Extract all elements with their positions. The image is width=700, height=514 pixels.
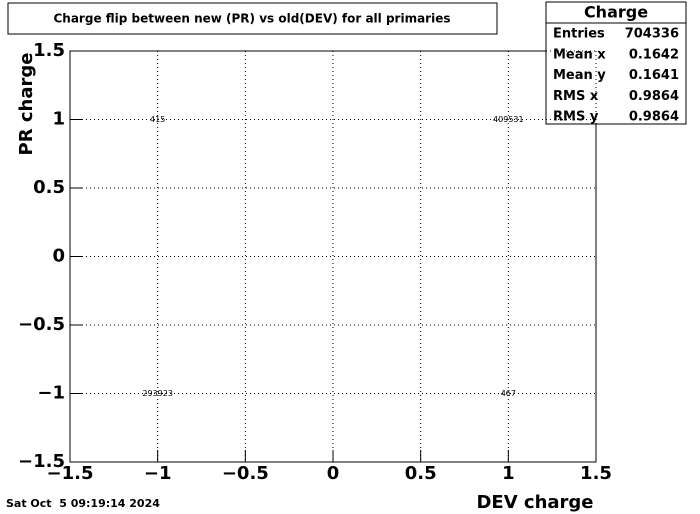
stats-value: 0.1642	[629, 47, 679, 62]
cell-value: 415	[150, 115, 165, 124]
y-tick-label: 0	[52, 246, 65, 267]
stats-value: 704336	[625, 27, 679, 42]
stats-label: Mean x	[553, 47, 606, 62]
y-tick-label: −1.5	[18, 451, 65, 472]
stats-value: 0.9864	[629, 110, 679, 125]
x-axis-title: DEV charge	[476, 492, 593, 513]
x-tick-label: 0.5	[405, 463, 437, 484]
stats-label: RMS x	[553, 89, 599, 104]
y-tick-label: −0.5	[18, 314, 65, 335]
cell-value: 409531	[493, 115, 524, 124]
stats-label: Entries	[553, 27, 605, 42]
y-tick-label: 0.5	[33, 177, 65, 198]
y-tick-label: 1.5	[33, 40, 65, 61]
timestamp: Sat Oct 5 09:19:14 2024	[6, 497, 160, 510]
stats-label: RMS y	[553, 110, 599, 125]
x-tick-label: −1.5	[47, 463, 94, 484]
cell-value: 467	[501, 389, 516, 398]
chart-title: Charge flip between new (PR) vs old(DEV)…	[53, 12, 450, 26]
y-axis-title: PR charge	[16, 53, 37, 156]
x-tick-label: −0.5	[222, 463, 269, 484]
cell-value: 293923	[142, 389, 173, 398]
stats-box: Charge	[545, 1, 687, 125]
x-tick-label: 1	[502, 463, 515, 484]
stats-frame	[545, 1, 687, 125]
stats-value: 0.9864	[629, 89, 679, 104]
y-tick-label: 1	[52, 109, 65, 130]
x-tick-label: 1.5	[580, 463, 612, 484]
title-box	[7, 2, 498, 35]
stats-title: Charge	[584, 3, 648, 22]
stats-label: Mean y	[553, 68, 606, 83]
x-tick-label: −1	[144, 463, 172, 484]
y-tick-label: −1	[37, 383, 65, 404]
x-tick-label: 0	[327, 463, 340, 484]
stats-value: 0.1641	[629, 68, 679, 83]
